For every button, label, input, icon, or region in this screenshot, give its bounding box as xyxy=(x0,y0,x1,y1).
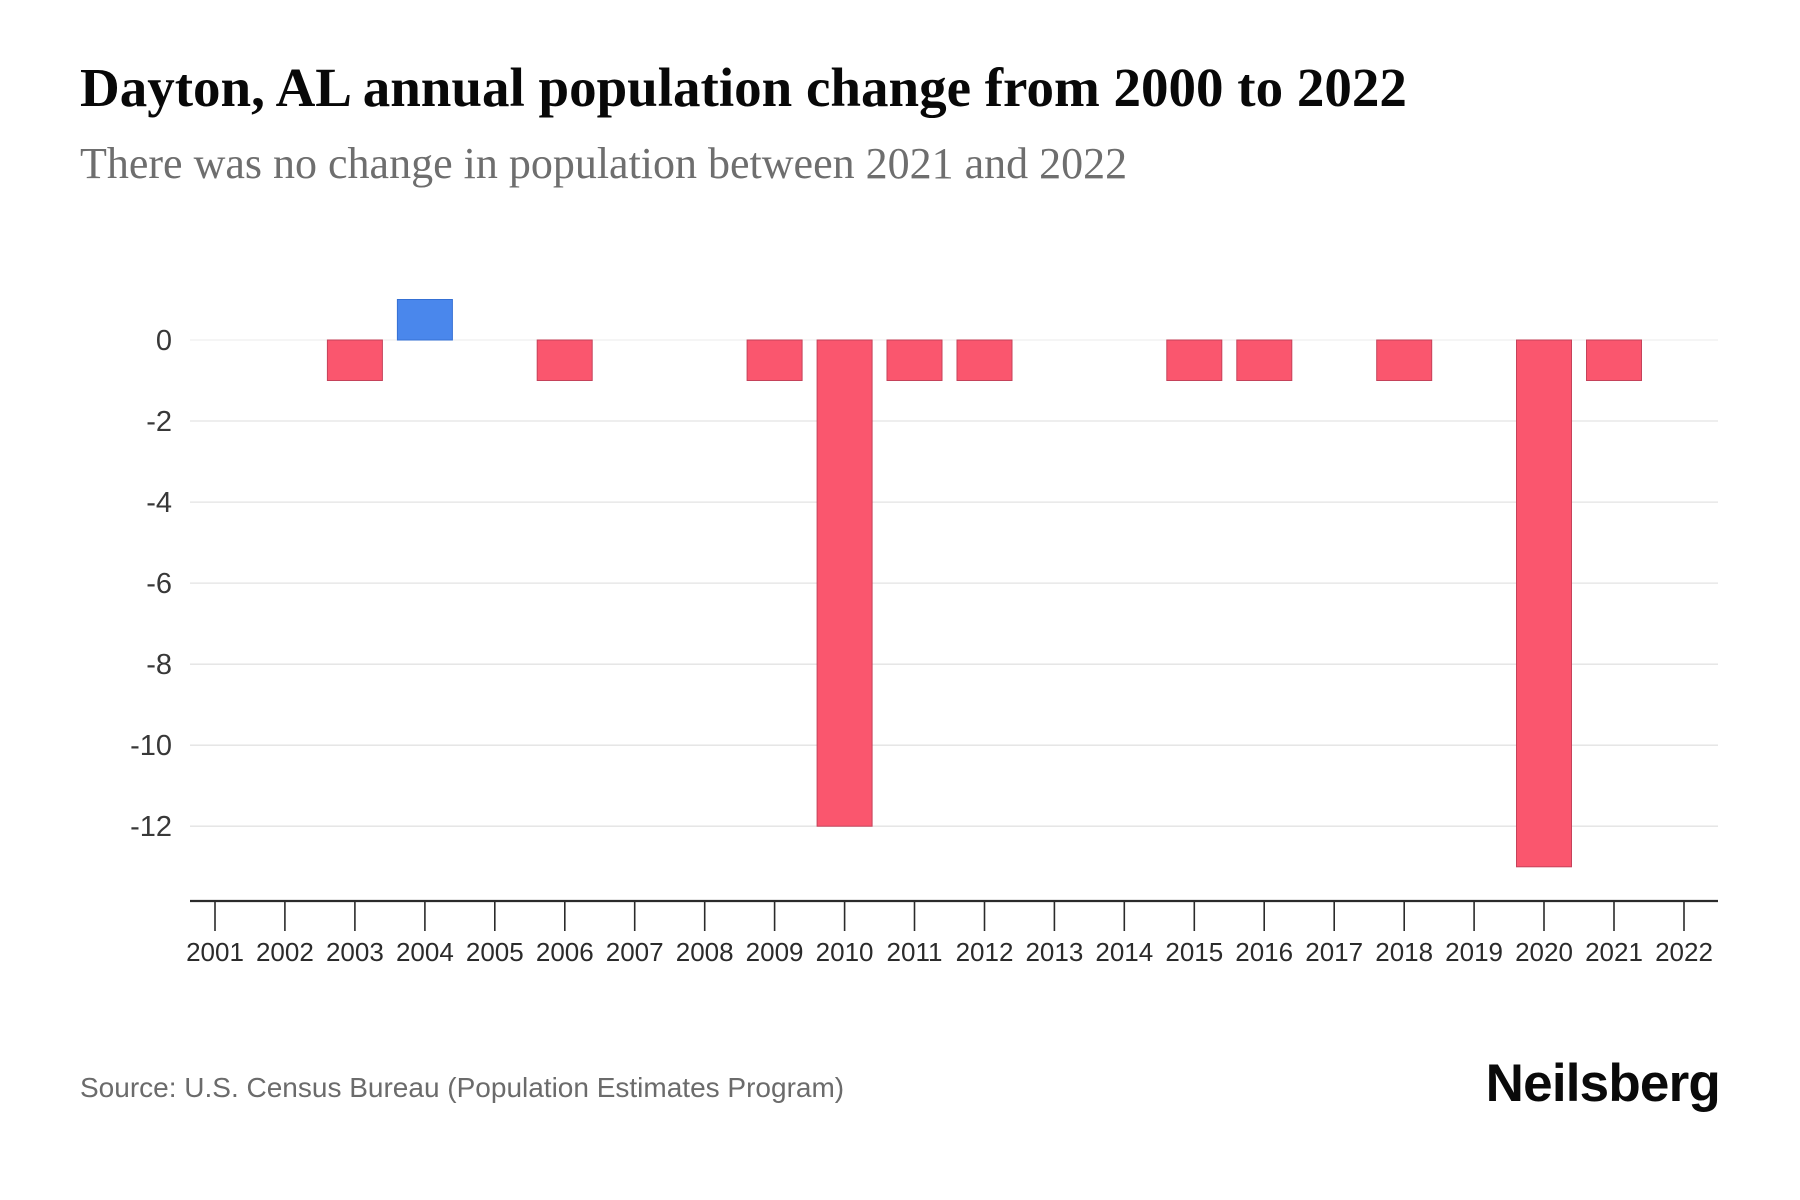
svg-text:2017: 2017 xyxy=(1305,937,1363,967)
svg-text:2020: 2020 xyxy=(1515,937,1573,967)
svg-text:2012: 2012 xyxy=(956,937,1014,967)
svg-text:-8: -8 xyxy=(146,649,172,681)
svg-text:2005: 2005 xyxy=(466,937,524,967)
svg-text:2003: 2003 xyxy=(326,937,384,967)
svg-text:2008: 2008 xyxy=(676,937,734,967)
svg-text:2021: 2021 xyxy=(1585,937,1643,967)
svg-text:2015: 2015 xyxy=(1165,937,1223,967)
svg-text:2004: 2004 xyxy=(396,937,454,967)
svg-text:2007: 2007 xyxy=(606,937,664,967)
svg-text:2009: 2009 xyxy=(746,937,804,967)
svg-text:-4: -4 xyxy=(146,487,172,519)
svg-text:2011: 2011 xyxy=(887,937,943,967)
svg-text:2018: 2018 xyxy=(1375,937,1433,967)
svg-text:-12: -12 xyxy=(130,811,172,843)
svg-text:2002: 2002 xyxy=(256,937,314,967)
svg-text:2006: 2006 xyxy=(536,937,594,967)
svg-text:-2: -2 xyxy=(146,406,172,438)
svg-text:2019: 2019 xyxy=(1445,937,1503,967)
svg-text:2001: 2001 xyxy=(186,937,244,967)
svg-text:2016: 2016 xyxy=(1235,937,1293,967)
svg-text:2010: 2010 xyxy=(816,937,874,967)
svg-text:0: 0 xyxy=(156,325,172,357)
svg-text:2022: 2022 xyxy=(1655,937,1713,967)
svg-text:2013: 2013 xyxy=(1025,937,1083,967)
svg-text:-10: -10 xyxy=(130,730,172,762)
svg-text:-6: -6 xyxy=(146,568,172,600)
svg-text:2014: 2014 xyxy=(1095,937,1153,967)
